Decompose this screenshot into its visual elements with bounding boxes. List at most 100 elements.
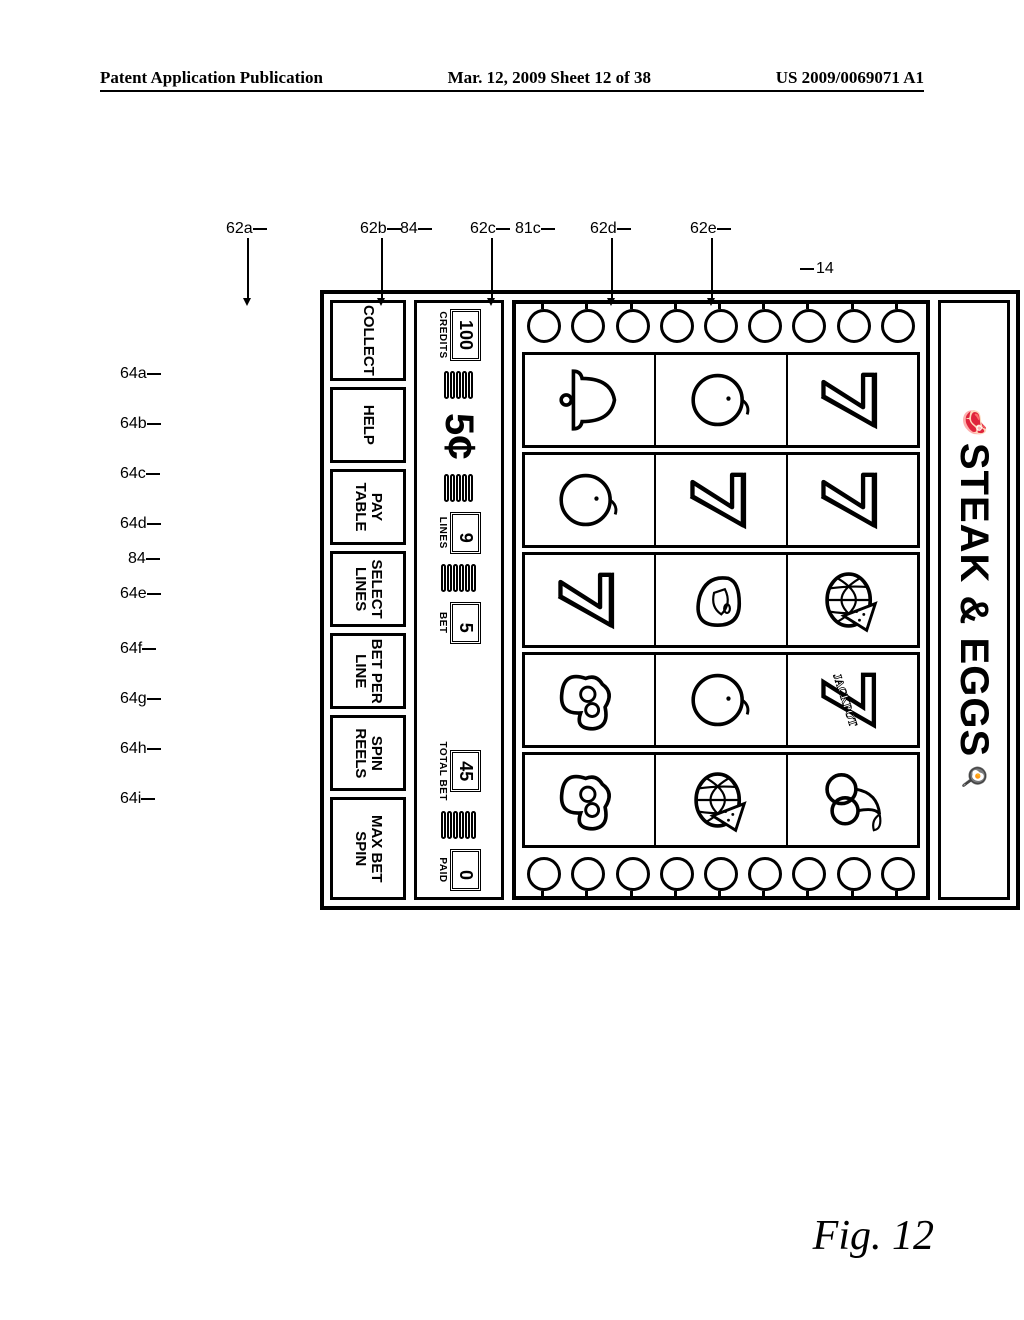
line-buttons-right: [522, 854, 920, 894]
header-right: US 2009/0069071 A1: [776, 68, 924, 88]
line-button[interactable]: [660, 309, 694, 343]
line-button[interactable]: [527, 857, 561, 891]
line-button[interactable]: [748, 309, 782, 343]
ref-64i: 64i: [120, 790, 157, 808]
pay-table-button[interactable]: PAYTABLE: [330, 469, 406, 545]
ref-64d: 64d: [120, 515, 163, 533]
collect-button[interactable]: COLLECT: [330, 300, 406, 381]
line-button[interactable]: [616, 857, 650, 891]
coin-stack-icon: [445, 371, 474, 399]
meter-bet-caption: BET: [437, 612, 448, 634]
ref-84-side: 84: [128, 550, 162, 568]
ref-64f: 64f: [120, 640, 158, 658]
meter-bet: 5 BET: [437, 602, 481, 644]
meter-total-caption: TOTAL BET: [437, 742, 448, 802]
symbol: [786, 355, 917, 445]
line-button[interactable]: [881, 857, 915, 891]
bet-per-line-button[interactable]: BET PERLINE: [330, 633, 406, 709]
reels: JACKPOT: [522, 350, 920, 850]
symbol: [786, 555, 917, 645]
meter-credits-caption: CREDITS: [437, 311, 448, 358]
denomination: 5 ¢: [434, 413, 484, 460]
symbol: JACKPOT: [786, 655, 917, 745]
reel-3: [522, 552, 920, 648]
meter-paid-caption: PAID: [437, 857, 448, 882]
reel-1: [522, 352, 920, 448]
marquee: 🥩 STEAK & EGGS 🍳: [938, 300, 1010, 900]
line-button[interactable]: [571, 309, 605, 343]
reel-2: [522, 452, 920, 548]
max-bet-spin-button[interactable]: MAX BETSPIN: [330, 797, 406, 900]
symbol: [654, 655, 785, 745]
ref-64a: 64a: [120, 365, 163, 383]
line-button[interactable]: [660, 857, 694, 891]
slot-machine: 🥩 STEAK & EGGS 🍳: [320, 290, 1020, 910]
symbol: [654, 755, 785, 845]
symbol: [786, 755, 917, 845]
symbol: [654, 555, 785, 645]
coin-stack-icon: [442, 811, 477, 839]
cent-icon: ¢: [434, 435, 484, 459]
ref-62c: 62c: [470, 220, 512, 238]
line-buttons-left: [522, 306, 920, 346]
symbol: [654, 455, 785, 545]
symbol: [525, 555, 654, 645]
spin-reels-button[interactable]: SPINREELS: [330, 715, 406, 791]
marquee-title: STEAK & EGGS: [952, 443, 997, 757]
header-center: Mar. 12, 2009 Sheet 12 of 38: [448, 68, 651, 88]
meter-total-bet: 45 TOTAL BET: [437, 742, 481, 802]
meter-credits-value: 100: [450, 309, 481, 361]
coin-stack-icon: [442, 564, 477, 592]
reel-4: JACKPOT: [522, 652, 920, 748]
select-lines-button[interactable]: SELECTLINES: [330, 551, 406, 627]
denom-value: 5: [437, 413, 482, 435]
symbol: [525, 655, 654, 745]
ref-64g: 64g: [120, 690, 163, 708]
ref-14: 14: [800, 260, 834, 278]
line-button[interactable]: [704, 309, 738, 343]
meter-paid-value: 0: [450, 849, 481, 891]
reel-area: JACKPOT: [512, 300, 930, 900]
symbol: [525, 455, 654, 545]
figure: 62a 62b 84 62c 81c 62d 62e 14 64a 64b 64…: [100, 190, 924, 1200]
header-left: Patent Application Publication: [100, 68, 323, 88]
meter-paid: 0 PAID: [437, 849, 481, 891]
line-button[interactable]: [792, 309, 826, 343]
line-button[interactable]: [792, 857, 826, 891]
meter-bet-value: 5: [450, 602, 481, 644]
symbol: [786, 455, 917, 545]
line-button[interactable]: [571, 857, 605, 891]
marquee-deco-left-icon: 🥩: [961, 408, 987, 436]
meter-lines-value: 9: [450, 512, 481, 554]
meter-lines: 9 LINES: [437, 512, 481, 554]
ref-64h: 64h: [120, 740, 163, 758]
figure-label: Fig. 12: [813, 1212, 934, 1260]
meter-panel: 100 CREDITS 5 ¢ 9 LINES: [414, 300, 504, 900]
line-button[interactable]: [616, 309, 650, 343]
ref-84-top: 84: [400, 220, 434, 238]
line-button[interactable]: [837, 309, 871, 343]
meter-lines-caption: LINES: [437, 517, 448, 549]
slot-frame: 🥩 STEAK & EGGS 🍳: [320, 290, 1020, 910]
ref-62a: 62a: [226, 220, 269, 238]
ref-62e: 62e: [690, 220, 733, 238]
ref-81c: 81c: [515, 220, 557, 238]
help-button[interactable]: HELP: [330, 387, 406, 463]
meter-credits: 100 CREDITS: [437, 309, 481, 361]
line-button[interactable]: [748, 857, 782, 891]
ref-64e: 64e: [120, 585, 163, 603]
symbol: [654, 355, 785, 445]
ref-64c: 64c: [120, 465, 162, 483]
page-header: Patent Application Publication Mar. 12, …: [100, 68, 924, 92]
ref-64b: 64b: [120, 415, 163, 433]
marquee-deco-right-icon: 🍳: [961, 763, 987, 791]
line-button[interactable]: [527, 309, 561, 343]
ref-62b: 62b: [360, 220, 403, 238]
line-button[interactable]: [881, 309, 915, 343]
symbol: [525, 355, 654, 445]
ref-62d: 62d: [590, 220, 633, 238]
line-button[interactable]: [704, 857, 738, 891]
line-button[interactable]: [837, 857, 871, 891]
button-row: COLLECT HELP PAYTABLE SELECTLINES BET PE…: [330, 300, 406, 900]
reel-5: [522, 752, 920, 848]
